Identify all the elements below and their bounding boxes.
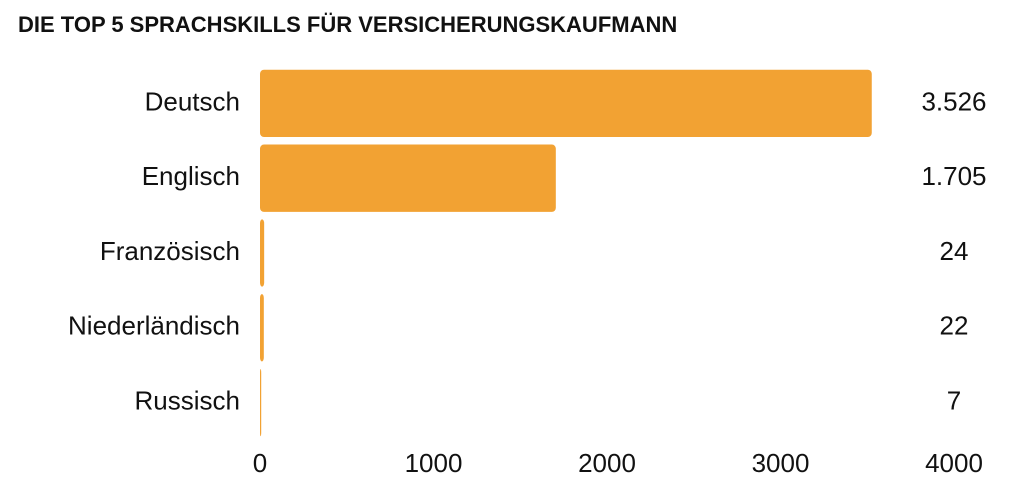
- x-tick-label: 4000: [925, 448, 983, 478]
- value-label: 3.526: [921, 86, 986, 116]
- chart-title: DIE TOP 5 SPRACHSKILLS FÜR VERSICHERUNGS…: [18, 12, 677, 37]
- y-tick-label: Französisch: [100, 236, 240, 266]
- bar: [260, 294, 264, 362]
- x-tick-label: 3000: [752, 448, 810, 478]
- y-tick-label: Niederländisch: [68, 311, 240, 341]
- value-label: 1.705: [921, 161, 986, 191]
- bar: [260, 144, 556, 212]
- bar: [260, 219, 265, 287]
- x-tick-label: 2000: [578, 448, 636, 478]
- y-tick-label: Englisch: [142, 161, 240, 191]
- bar: [260, 368, 262, 437]
- value-label: 22: [940, 311, 969, 341]
- bar: [260, 69, 872, 138]
- x-tick-label: 0: [253, 448, 267, 478]
- value-label: 7: [947, 385, 961, 415]
- value-label: 24: [940, 236, 969, 266]
- y-tick-label: Deutsch: [145, 86, 240, 116]
- y-tick-label: Russisch: [135, 385, 240, 415]
- x-tick-label: 1000: [405, 448, 463, 478]
